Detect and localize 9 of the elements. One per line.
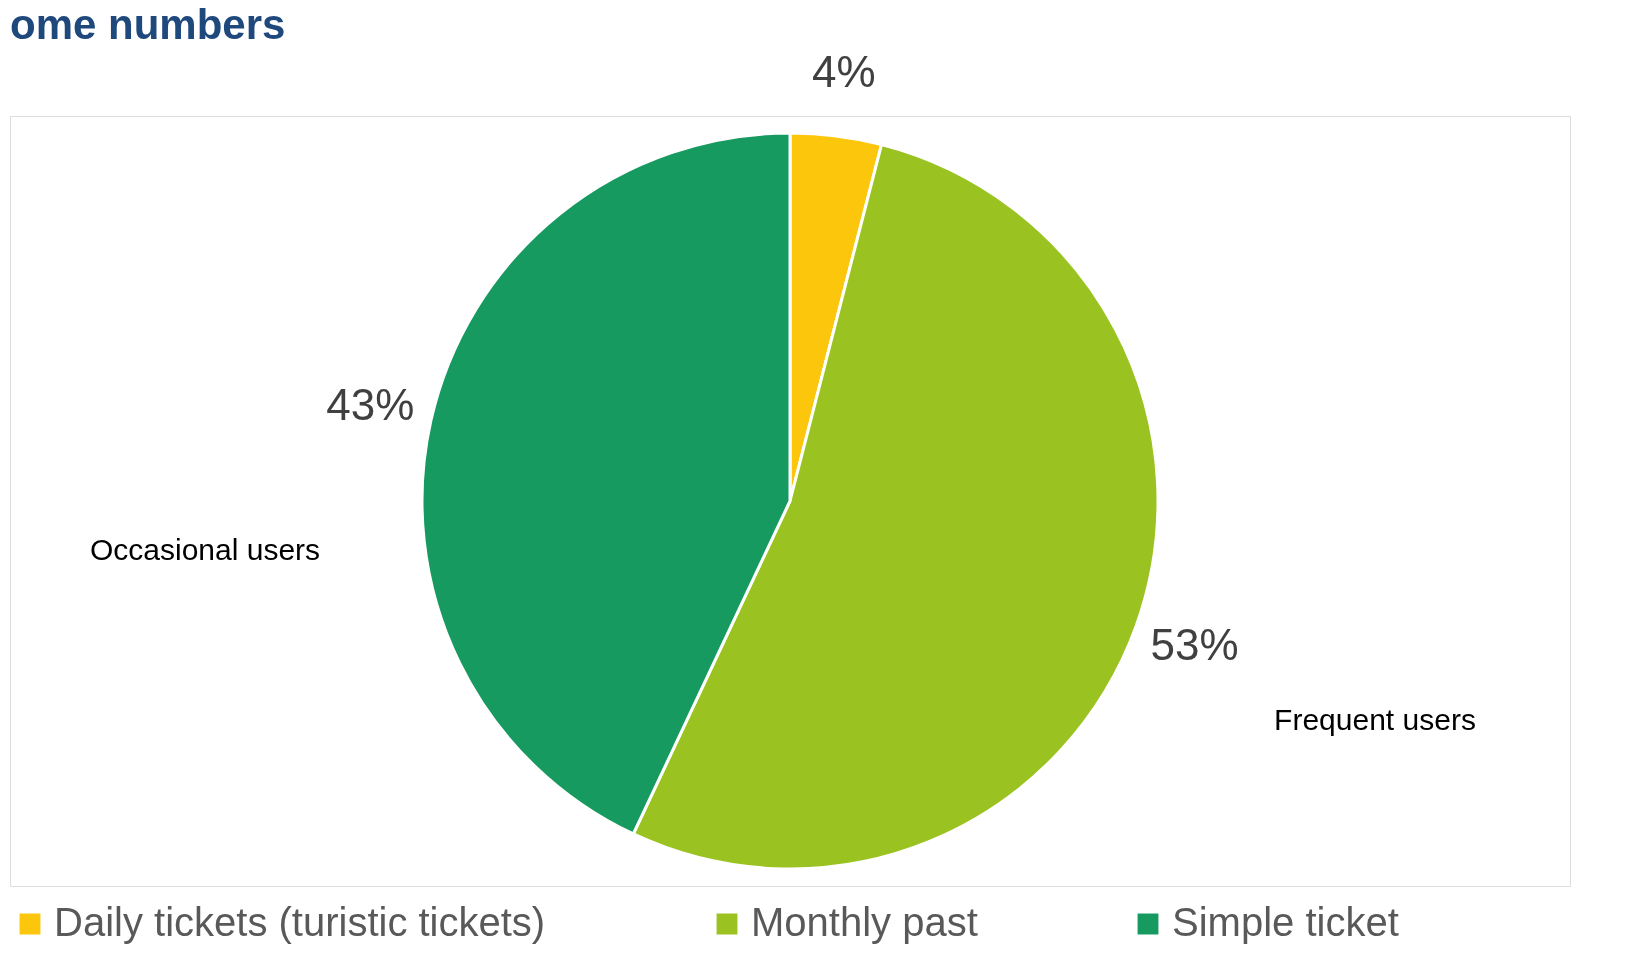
legend-label: Simple ticket [1172,900,1399,944]
text: Occasional users [89,533,321,566]
chart-title: ome numbers [10,1,286,49]
data-label: 43% [326,380,415,430]
legend-label: Daily tickets (turistic tickets) [54,900,546,944]
data-label: 4% [812,47,876,97]
legend-label: Monthly past [751,900,978,944]
text: Frequent users [1274,703,1476,736]
data-label: 53% [1150,619,1239,669]
